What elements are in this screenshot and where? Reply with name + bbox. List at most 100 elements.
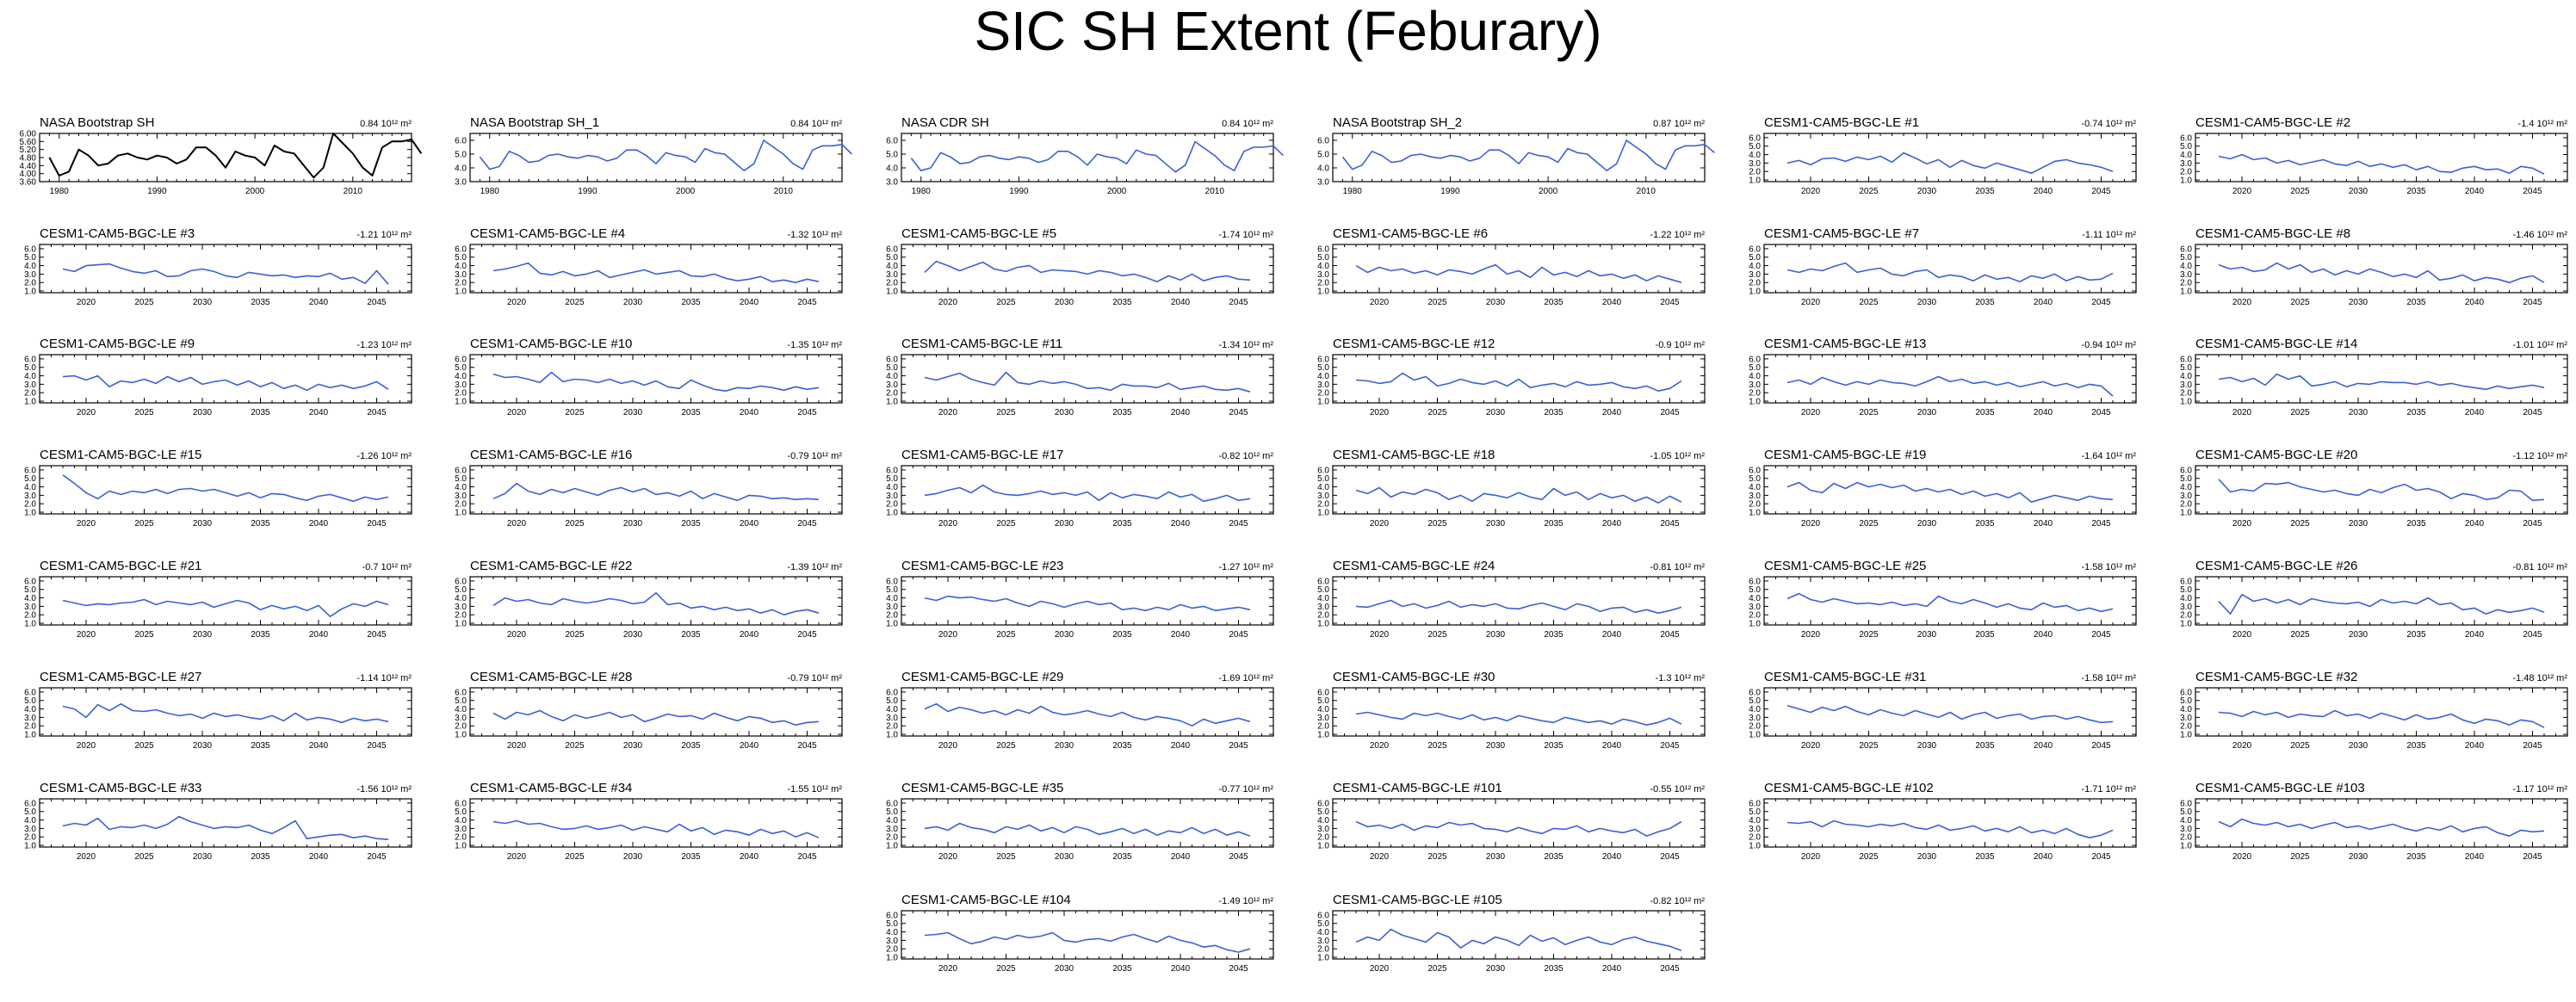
x-tick-label: 2040 [1171, 630, 1191, 640]
series-line [62, 263, 389, 285]
y-tick-label: 1.0 [24, 620, 36, 629]
y-tick-label: 4.0 [886, 816, 898, 826]
panel-title: CESM1-CAM5-BGC-LE #19 [1764, 448, 1926, 462]
x-tick-label: 2025 [1427, 630, 1447, 640]
axes-frame [39, 576, 412, 626]
panel-title: CESM1-CAM5-BGC-LE #30 [1333, 670, 1495, 684]
trend-label: -1.3 10¹² m² [1656, 673, 1706, 683]
y-tick-label: 2.0 [1749, 389, 1761, 399]
trend-label: -1.27 10¹² m² [1218, 562, 1273, 572]
y-tick-label: 5.0 [455, 585, 467, 595]
x-tick-label: 2040 [1602, 964, 1622, 974]
y-tick-label: 2.0 [455, 833, 467, 843]
y-tick-label: 6.0 [1317, 355, 1329, 364]
y-tick-label: 5.0 [2180, 585, 2192, 595]
x-tick-label: 2045 [1660, 741, 1680, 751]
x-tick-label: 2045 [1229, 741, 1248, 751]
panel-title: CESM1-CAM5-BGC-LE #1 [1764, 115, 1919, 130]
trend-label: -0.79 10¹² m² [787, 673, 842, 683]
series-line [910, 140, 1284, 173]
x-tick-label: 2045 [2523, 741, 2542, 751]
panel: CESM1-CAM5-BGC-LE #15 -1.26 10¹² m² 6.05.0… [24, 448, 412, 529]
x-tick-label: 2000 [245, 187, 265, 196]
y-tick-label: 3.0 [1317, 603, 1329, 612]
panel: CESM1-CAM5-BGC-LE #12 -0.9 10¹² m² 6.05.04… [1317, 337, 1706, 418]
y-tick-label: 2.0 [1317, 279, 1329, 288]
y-tick-label: 4.0 [2180, 151, 2192, 160]
series-line [2218, 593, 2545, 615]
panel-title: CESM1-CAM5-BGC-LE #10 [470, 337, 632, 351]
panel: CESM1-CAM5-BGC-LE #19 -1.64 10¹² m² 6.05.0… [1749, 448, 2137, 529]
y-tick-label: 4.0 [1317, 372, 1329, 381]
x-tick-label: 2040 [1171, 408, 1191, 418]
panel: CESM1-CAM5-BGC-LE #28 -0.79 10¹² m² 6.05.0… [455, 670, 843, 751]
x-tick-label: 2020 [507, 852, 527, 862]
panel-title: CESM1-CAM5-BGC-LE #105 [1333, 893, 1502, 907]
x-tick-label: 2030 [2349, 630, 2369, 640]
x-tick-label: 2030 [1055, 519, 1074, 529]
panel: CESM1-CAM5-BGC-LE #29 -1.69 10¹² m² 6.05.0… [886, 670, 1274, 751]
trend-label: -1.11 10¹² m² [2082, 230, 2136, 240]
x-tick-label: 2040 [740, 298, 759, 307]
panel-title: CESM1-CAM5-BGC-LE #9 [40, 337, 195, 351]
y-tick-label: 1.0 [1749, 731, 1761, 740]
x-tick-label: 2025 [2290, 408, 2310, 418]
y-tick-label: 6.0 [2180, 688, 2192, 697]
panel-title: CESM1-CAM5-BGC-LE #32 [2195, 670, 2357, 684]
y-tick-label: 5.0 [455, 696, 467, 706]
y-tick-label: 6.0 [1317, 466, 1329, 475]
y-tick-label: 2.0 [1749, 500, 1761, 510]
x-tick-label: 2020 [1801, 630, 1821, 640]
x-tick-label: 2040 [1602, 852, 1622, 862]
y-tick-label: 5.0 [1749, 253, 1761, 263]
panel: CESM1-CAM5-BGC-LE #27 -1.14 10¹² m² 6.05.0… [24, 670, 412, 751]
x-tick-label: 2025 [1859, 187, 1879, 196]
x-tick-label: 2025 [134, 519, 154, 529]
y-tick-label: 2.0 [886, 389, 898, 399]
axes-frame [901, 244, 1274, 294]
x-tick-label: 2030 [1917, 630, 1937, 640]
series-line [924, 371, 1251, 393]
x-tick-label: 2025 [1427, 852, 1447, 862]
x-tick-label: 2030 [193, 298, 213, 307]
y-tick-label: 3.0 [1317, 937, 1329, 946]
panel-title: CESM1-CAM5-BGC-LE #16 [470, 448, 632, 462]
y-tick-label: 6.0 [2180, 244, 2192, 254]
x-tick-label: 2035 [2406, 630, 2426, 640]
series-line [62, 815, 389, 840]
trend-label: -1.34 10¹² m² [1218, 340, 1273, 350]
panel-title: CESM1-CAM5-BGC-LE #28 [470, 670, 632, 684]
x-tick-label: 2025 [565, 519, 585, 529]
y-tick-label: 2.0 [2180, 389, 2192, 399]
series-line [2218, 709, 2545, 728]
y-tick-label: 6.0 [886, 799, 898, 808]
y-tick-label: 4.0 [1317, 483, 1329, 492]
x-tick-label: 2025 [1859, 852, 1879, 862]
series-line [492, 591, 820, 616]
x-tick-label: 2045 [1660, 408, 1680, 418]
panel: CESM1-CAM5-BGC-LE #11 -1.34 10¹² m² 6.05.0… [886, 337, 1274, 418]
y-tick-label: 2.0 [455, 389, 467, 399]
y-tick-label: 3.0 [24, 714, 36, 723]
y-tick-label: 5.60 [20, 138, 37, 147]
x-tick-label: 2040 [1602, 408, 1622, 418]
x-tick-label: 2035 [1975, 408, 1995, 418]
y-tick-label: 3.0 [1749, 603, 1761, 612]
x-tick-label: 2040 [1171, 741, 1191, 751]
y-tick-label: 4.0 [1749, 262, 1761, 271]
axes-frame [39, 244, 412, 294]
trend-label: -0.55 10¹² m² [1650, 784, 1705, 795]
x-tick-label: 2020 [1370, 964, 1390, 974]
x-tick-label: 2035 [1975, 298, 1995, 307]
x-tick-label: 2025 [134, 741, 154, 751]
y-tick-label: 2.0 [1317, 500, 1329, 510]
x-tick-label: 2030 [623, 408, 643, 418]
series-line [1355, 263, 1682, 283]
panel-title: CESM1-CAM5-BGC-LE #102 [1764, 781, 1934, 795]
y-tick-label: 5.0 [1749, 585, 1761, 595]
panel: NASA Bootstrap SH 0.84 10¹² m² 6.005.605.2… [20, 115, 423, 196]
y-tick-label: 4.0 [2180, 262, 2192, 271]
panel: CESM1-CAM5-BGC-LE #20 -1.12 10¹² m² 6.05.0… [2180, 448, 2568, 529]
y-tick-label: 4.0 [455, 705, 467, 714]
y-tick-label: 3.0 [455, 714, 467, 723]
